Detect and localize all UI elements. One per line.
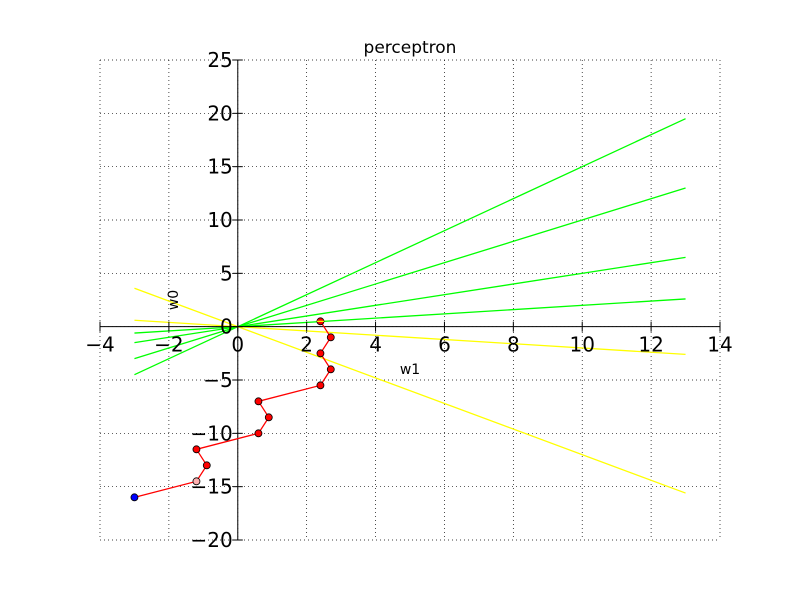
- y-tick-label-4: 0: [220, 315, 233, 339]
- x-tick-label-3: 2: [300, 333, 313, 357]
- x-tick-label-4: 4: [369, 333, 382, 357]
- axes: [99, 59, 721, 541]
- y-tick-label-1: −15: [191, 475, 233, 499]
- path-point-6: [254, 397, 263, 406]
- x-tick-label-1: −2: [154, 333, 183, 357]
- green-line-2: [134, 256, 686, 344]
- y-tick-label-6: 10: [207, 208, 232, 232]
- path-point-end-mark: [316, 320, 324, 322]
- y-tick-label-0: −20: [191, 528, 233, 552]
- path-point-1: [192, 477, 201, 486]
- path-point-5: [264, 413, 273, 422]
- path-point-7: [316, 381, 325, 390]
- x-tick-label-6: 8: [507, 333, 520, 357]
- green-line-0: [134, 118, 686, 376]
- y-tick-label-8: 20: [207, 101, 232, 125]
- green-line-3: [134, 298, 686, 334]
- green-line-1: [134, 187, 686, 360]
- path-point-4: [254, 429, 263, 438]
- y-tick-label-5: 5: [220, 261, 233, 285]
- y-tick-label-7: 15: [207, 155, 232, 179]
- decision-lines: [134, 118, 686, 494]
- path-point-3: [192, 445, 201, 454]
- yellow-line-1: [134, 287, 686, 494]
- yellow-line-0: [134, 319, 686, 356]
- y-axis-label: w0: [166, 290, 182, 310]
- x-tick-label-5: 6: [438, 333, 451, 357]
- y-tick-label-3: −5: [203, 368, 232, 392]
- path-point-2: [202, 461, 211, 470]
- x-tick-label-2: 0: [231, 333, 244, 357]
- x-tick-label-9: 14: [707, 333, 732, 357]
- y-tick-label-2: −10: [191, 421, 233, 445]
- chart-title: perceptron: [364, 38, 457, 58]
- grid: [99, 59, 721, 541]
- path-point-0: [130, 493, 139, 502]
- x-tick-label-0: −4: [85, 333, 114, 357]
- path-point-10: [326, 333, 335, 342]
- path-point-8: [326, 365, 335, 374]
- x-tick-label-8: 12: [638, 333, 663, 357]
- x-axis-label: w1: [400, 362, 420, 378]
- weight-path: [130, 317, 335, 502]
- x-tick-label-7: 10: [569, 333, 594, 357]
- path-point-9: [316, 349, 325, 358]
- y-tick-label-9: 25: [207, 48, 232, 72]
